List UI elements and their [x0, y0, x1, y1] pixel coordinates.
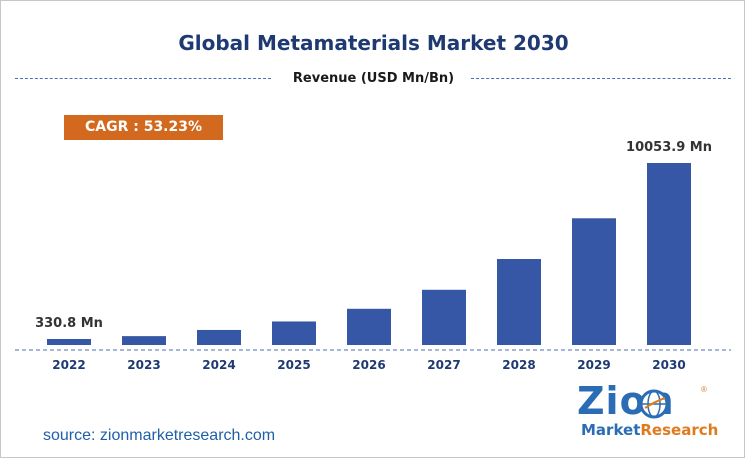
bar-2028 — [497, 259, 541, 345]
x-tick-2022: 2022 — [52, 358, 85, 372]
source-text: source: zionmarketresearch.com — [43, 427, 276, 444]
bar-2025 — [272, 321, 316, 345]
bar-2023 — [122, 336, 166, 345]
data-label-2030: 10053.9 Mn — [626, 140, 712, 155]
x-tick-2027: 2027 — [427, 358, 460, 372]
x-tick-2029: 2029 — [577, 358, 610, 372]
bar-2029 — [572, 218, 616, 345]
x-tick-2024: 2024 — [202, 358, 235, 372]
logo-tag-research: Research — [640, 421, 719, 439]
x-tick-2026: 2026 — [352, 358, 385, 372]
subtitle-divider-right — [471, 78, 731, 79]
chart-subtitle: Revenue (USD Mn/Bn) — [292, 71, 455, 86]
bar-2022 — [47, 339, 91, 345]
bar-2030 — [647, 163, 691, 345]
chart-title: Global Metamaterials Market 2030 — [178, 31, 569, 55]
globe-icon — [639, 389, 669, 419]
logo-tagline: MarketResearch — [581, 421, 718, 439]
registered-mark: ® — [701, 385, 707, 394]
subtitle-divider-left — [15, 78, 271, 79]
x-tick-2025: 2025 — [277, 358, 310, 372]
x-tick-2023: 2023 — [127, 358, 160, 372]
bar-2024 — [197, 329, 241, 345]
cagr-badge: CAGR : 53.23% — [64, 115, 223, 140]
data-label-2022: 330.8 Mn — [35, 316, 103, 331]
zion-logo: Zion ® MarketResearch — [577, 379, 718, 443]
x-tick-2028: 2028 — [502, 358, 535, 372]
bar-2027 — [422, 289, 466, 345]
logo-tag-market: Market — [581, 421, 641, 439]
x-tick-2030: 2030 — [652, 358, 685, 372]
bar-2026 — [347, 308, 391, 345]
